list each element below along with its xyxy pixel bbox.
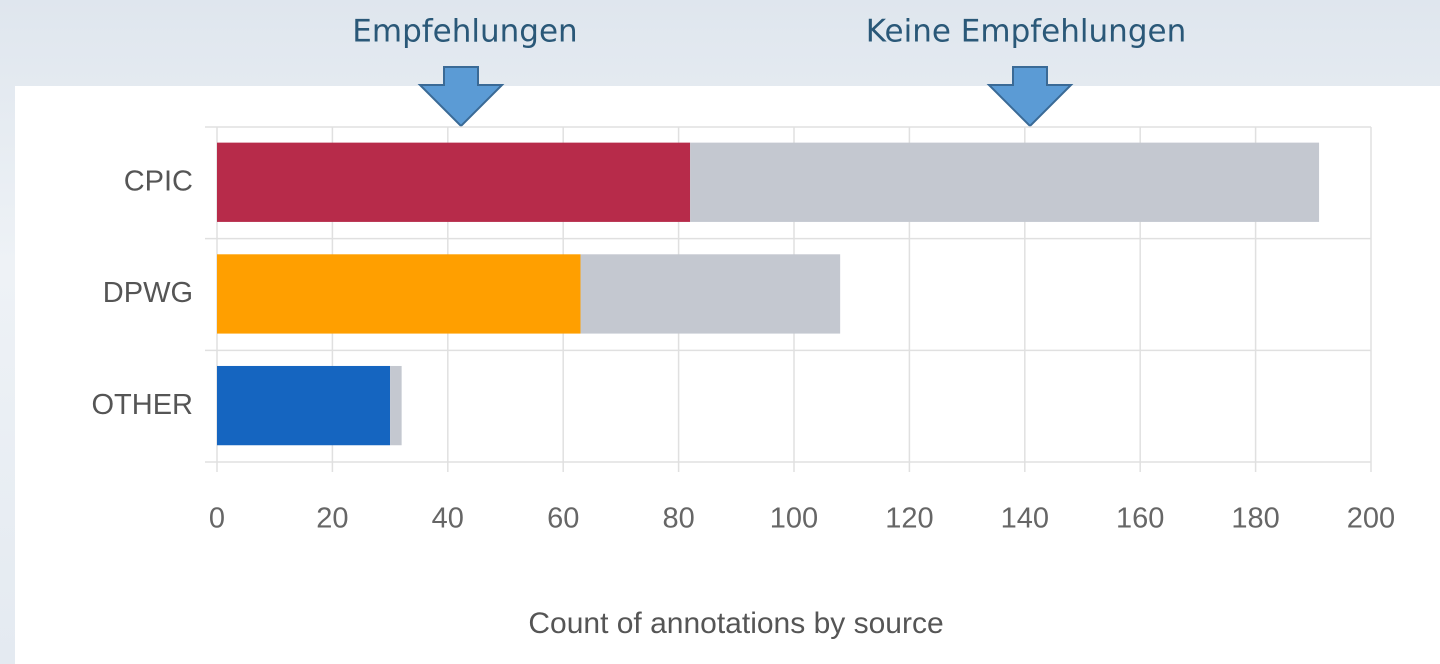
x-tick-label: 60 [547,503,579,535]
series-annotation: Keine Empfehlungen [866,14,1186,50]
x-tick-label: 200 [1347,503,1395,535]
x-tick-label: 160 [1116,503,1164,535]
x-tick-label: 40 [432,503,464,535]
chart-title: Count of annotations by source [528,607,943,640]
bar-segment [580,254,841,334]
bar-segment [217,142,691,222]
annotation-arrows [417,66,1074,128]
bar-segment [690,142,1320,222]
x-tick-label: 20 [316,503,348,535]
y-tick-label: DPWG [103,277,193,309]
series-annotation: Empfehlungen [352,14,577,50]
arrow [417,66,505,128]
y-tick-label: CPIC [124,165,193,197]
x-tick-label: 140 [1001,503,1049,535]
x-tick-label: 0 [209,503,225,535]
x-tick-label: 100 [770,503,818,535]
x-tick-label: 120 [885,503,933,535]
x-tick-label: 180 [1231,503,1279,535]
y-tick-label: OTHER [92,389,194,421]
bar-segment [217,254,581,334]
x-tick-label: 80 [662,503,694,535]
bar-segment [217,365,391,446]
arrow [986,66,1074,128]
bar-segment [390,365,402,446]
